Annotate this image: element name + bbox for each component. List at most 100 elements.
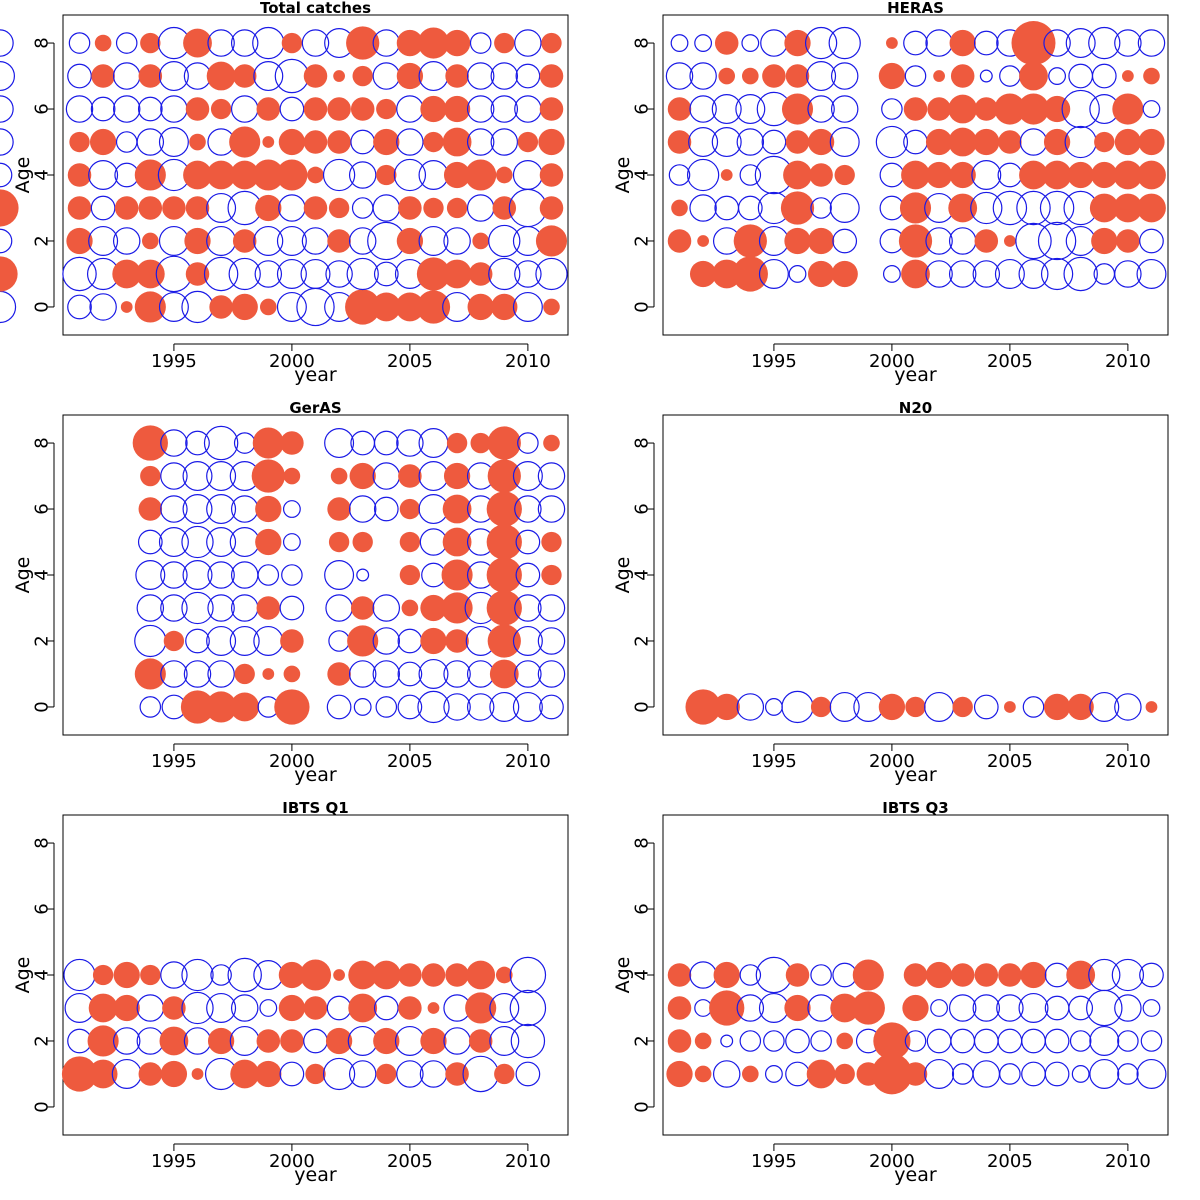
bubble-negative	[253, 61, 284, 92]
y-tick-label: 4	[32, 969, 53, 980]
bubble-negative	[160, 660, 188, 688]
bubble-negative	[1061, 89, 1100, 129]
bubble-positive	[274, 689, 310, 725]
bubble-negative	[512, 691, 543, 722]
bubble-negative	[112, 95, 141, 123]
bubble-positive	[333, 969, 345, 981]
bubble-positive	[371, 292, 401, 322]
bubble-negative	[737, 195, 763, 221]
bubble-positive	[280, 1029, 304, 1053]
bubble-positive	[486, 524, 522, 560]
bubble-positive	[442, 259, 472, 289]
bubble-positive	[1020, 961, 1047, 989]
bubble-negative	[514, 660, 542, 688]
bubble-positive	[1091, 227, 1118, 255]
bubble-positive	[781, 93, 814, 125]
bubble-negative	[490, 95, 519, 123]
bubble-negative	[1043, 29, 1071, 57]
bubble-positive	[465, 992, 497, 1024]
bubble-negative	[274, 58, 310, 94]
bubble-negative	[735, 94, 766, 125]
bubble-positive	[183, 28, 212, 58]
bubble-positive	[113, 961, 140, 989]
bubble-negative	[160, 594, 188, 622]
bubble-positive	[91, 64, 115, 88]
bubble-positive	[948, 127, 978, 157]
panel-title: IBTS Q1	[282, 799, 348, 817]
bubble-positive	[809, 163, 833, 187]
bubble-positive	[443, 161, 471, 189]
y-tick-label: 8	[632, 837, 653, 848]
bubble-negative	[112, 227, 141, 255]
bubble-positive	[539, 163, 564, 187]
bubble-positive	[112, 259, 142, 289]
bubble-negative	[1091, 63, 1117, 89]
panel-title: HERAS	[887, 0, 944, 17]
panel-title: N20	[899, 399, 932, 417]
x-tick-label: 2010	[505, 751, 551, 772]
bubble-positive	[667, 97, 692, 121]
bubble-positive	[495, 966, 513, 984]
bubble-negative	[303, 1028, 328, 1054]
y-tick-label: 4	[632, 969, 653, 980]
bubble-positive	[539, 97, 564, 121]
bubble-positive	[689, 260, 717, 288]
bubble-negative	[537, 462, 566, 490]
y-tick-label: 6	[32, 103, 53, 114]
bubble-negative	[948, 227, 977, 255]
bubble-positive	[283, 665, 301, 683]
bubble-negative	[689, 62, 717, 90]
y-axis-label: Age	[12, 157, 34, 194]
bubble-negative	[276, 225, 307, 256]
bubble-layer	[666, 956, 1167, 1095]
bubble-positive	[489, 659, 519, 689]
bubble-negative	[181, 290, 214, 324]
bubble-negative	[997, 162, 1023, 188]
bubble-negative	[712, 1060, 741, 1088]
bubble-negative	[322, 158, 356, 192]
bubble-positive	[398, 963, 422, 987]
bubble-positive	[231, 293, 258, 321]
bubble-positive	[134, 658, 166, 690]
bubble-positive	[184, 227, 211, 255]
x-tick-label: 2000	[269, 1151, 315, 1172]
bubble-negative	[1044, 962, 1070, 988]
panel-title: Total catches	[260, 0, 371, 17]
plot-frame	[62, 14, 569, 336]
bubble-positive	[1114, 128, 1142, 156]
bubble-negative	[443, 693, 471, 721]
bubble-positive	[486, 590, 522, 626]
panel-6: IBTS Q3 1995 2000 2005 2010 year 0 2 4 6 8 Age	[612, 799, 1169, 1186]
bubble-positive	[949, 161, 976, 189]
bubble-negative	[348, 227, 377, 255]
bubble-negative	[999, 65, 1021, 87]
bubble-negative	[89, 293, 117, 321]
bubble-positive	[61, 1056, 98, 1092]
bubble-positive	[1112, 93, 1144, 125]
bubble-positive	[694, 1032, 712, 1050]
bubble-positive	[376, 164, 397, 186]
bubble-positive	[1066, 960, 1096, 990]
bubble-negative	[925, 260, 953, 288]
bubble-positive	[348, 960, 378, 990]
bubble-positive	[1017, 93, 1050, 125]
bubble-negative	[668, 164, 691, 186]
bubble-positive	[399, 498, 421, 520]
y-tick-label: 6	[632, 103, 653, 114]
bubble-positive	[252, 159, 284, 191]
bubble-positive	[230, 1059, 260, 1089]
bubble-negative	[903, 30, 928, 56]
bubble-positive	[138, 1062, 163, 1086]
bubble-negative	[1044, 1028, 1070, 1054]
y-tick-label: 8	[632, 37, 653, 48]
plot-frame	[62, 414, 569, 736]
bubble-positive	[327, 497, 351, 521]
bubble-negative	[230, 994, 259, 1022]
bubble-negative	[158, 127, 189, 158]
bubble-positive	[807, 227, 835, 255]
bubble-negative	[230, 561, 259, 589]
bubble-negative	[160, 429, 188, 457]
bubble-positive	[1019, 61, 1048, 91]
plot-frame	[662, 414, 1169, 736]
y-axis-label: Age	[12, 557, 34, 594]
